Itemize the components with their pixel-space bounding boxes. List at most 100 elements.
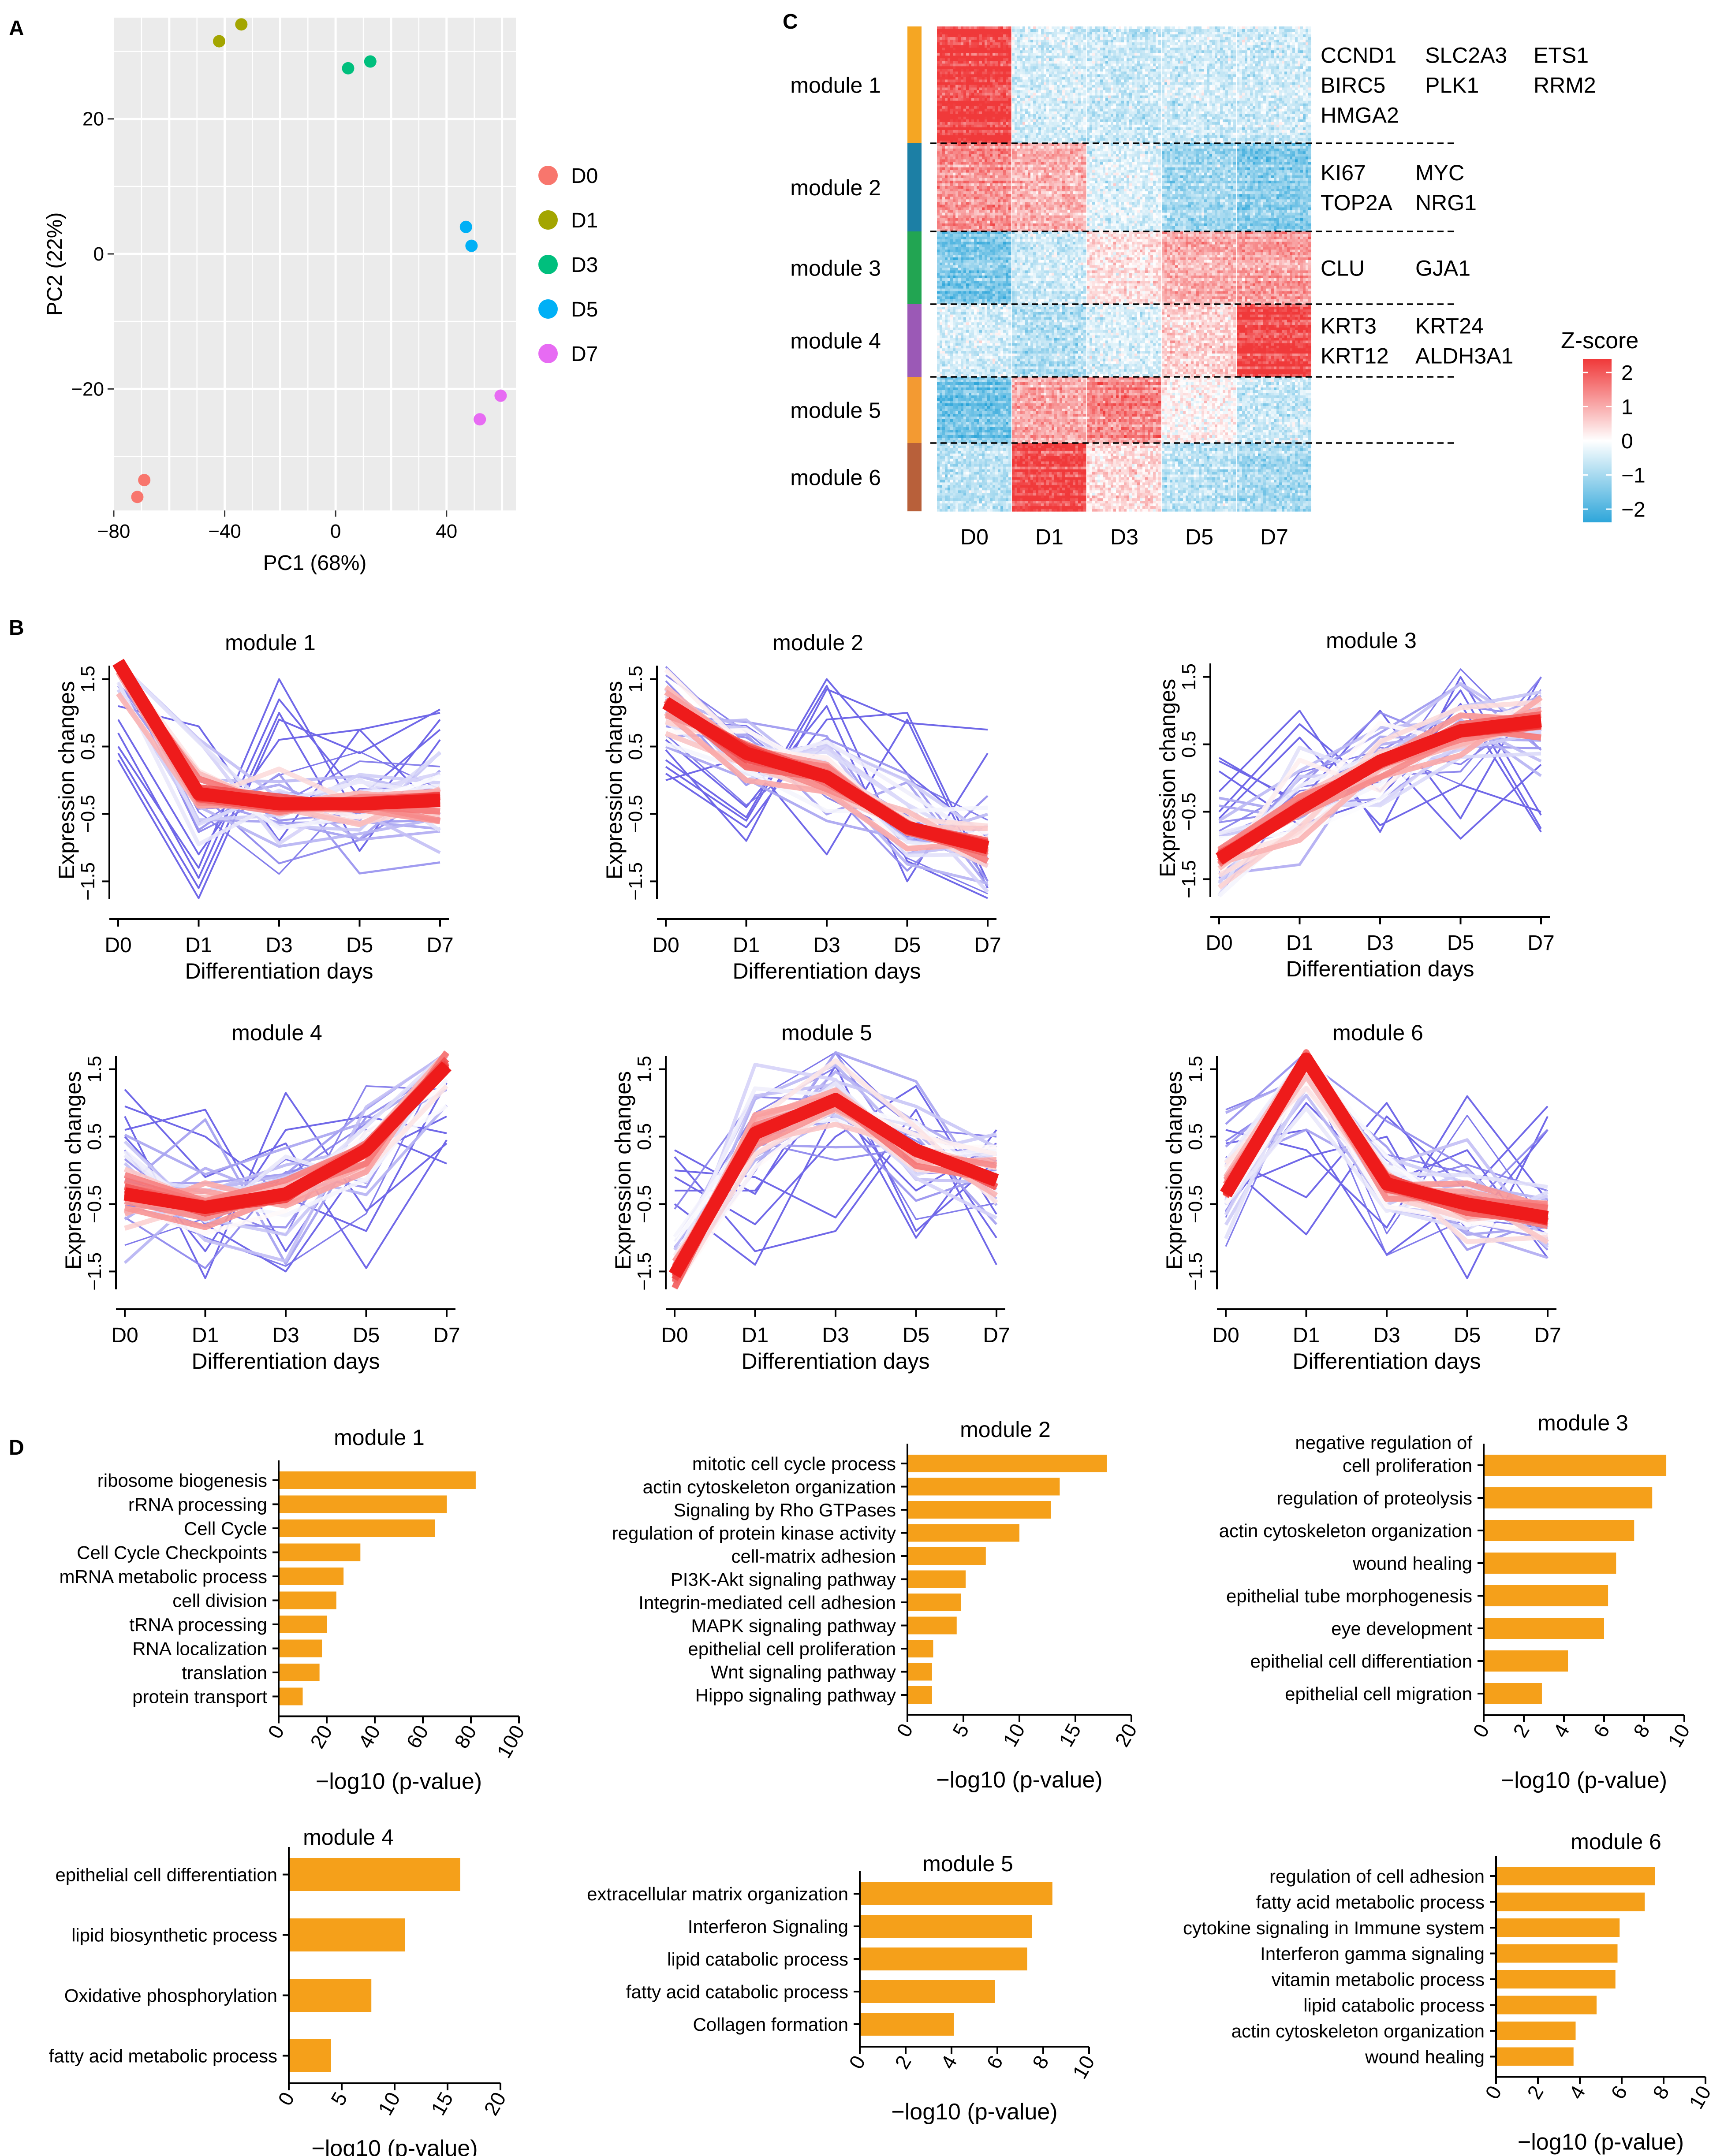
heatmap-cell	[1097, 112, 1101, 115]
heatmap-cell	[1081, 79, 1084, 82]
heatmap-cell	[1290, 101, 1293, 104]
heatmap-cell	[966, 82, 969, 85]
heatmap-cell	[1000, 82, 1004, 85]
heatmap-cell	[950, 114, 953, 117]
heatmap-cell	[995, 96, 998, 99]
heatmap-cell	[1000, 40, 1004, 43]
heatmap-cell	[1121, 114, 1124, 117]
heatmap-cell	[1274, 106, 1277, 109]
heatmap-cell	[1090, 37, 1093, 40]
heatmap-cell	[1183, 114, 1186, 117]
heatmap-cell	[940, 69, 943, 72]
heatmap-cell	[1276, 63, 1280, 67]
heatmap-cell	[1207, 63, 1210, 67]
heatmap-cell	[1121, 74, 1124, 77]
heatmap-cell	[1266, 48, 1269, 51]
heatmap-cell	[977, 114, 980, 117]
heatmap-cell	[1308, 63, 1311, 67]
heatmap-cell	[942, 88, 945, 91]
heatmap-cell	[1178, 114, 1181, 117]
heatmap-cell	[985, 53, 988, 56]
heatmap-cell	[1113, 26, 1116, 30]
heatmap-cell	[1162, 63, 1165, 67]
heatmap-cell	[1006, 29, 1009, 32]
heatmap-cell	[1078, 26, 1081, 30]
heatmap-cell	[1242, 40, 1245, 43]
heatmap-cell	[1017, 66, 1020, 69]
heatmap-cell	[1215, 85, 1218, 88]
heatmap-cell	[979, 74, 982, 77]
heatmap-cell	[940, 48, 943, 51]
heatmap-cell	[940, 37, 943, 40]
heatmap-cell	[940, 63, 943, 67]
heatmap-cell	[1095, 96, 1098, 99]
heatmap-cell	[1207, 48, 1210, 51]
heatmap-cell	[1284, 71, 1287, 74]
heatmap-cell	[974, 69, 977, 72]
heatmap-cell	[1303, 109, 1306, 112]
heatmap-cell	[985, 26, 988, 30]
heatmap-cell	[955, 88, 959, 91]
heatmap-cell	[1100, 85, 1103, 88]
heatmap-cell	[1178, 98, 1181, 101]
heatmap-cell	[1097, 71, 1101, 74]
heatmap-cell	[1308, 26, 1311, 30]
heatmap-cell	[1274, 82, 1277, 85]
heatmap-cell	[982, 106, 985, 109]
heatmap-cell	[1078, 104, 1081, 107]
heatmap-cell	[1255, 45, 1258, 48]
heatmap-cell	[958, 56, 961, 59]
heatmap-cell	[971, 40, 974, 43]
heatmap-cell	[1308, 88, 1311, 91]
heatmap-cell	[1292, 114, 1295, 117]
heatmap-cell	[966, 40, 969, 43]
heatmap-cell	[1095, 29, 1098, 32]
heatmap-cell	[979, 77, 982, 80]
heatmap-cell	[940, 26, 943, 30]
heatmap-cell	[1028, 61, 1031, 64]
heatmap-cell	[1258, 56, 1261, 59]
heatmap-cell	[1022, 79, 1026, 82]
heatmap-cell	[1036, 101, 1039, 104]
heatmap-cell	[955, 48, 959, 51]
heatmap-cell	[1003, 114, 1006, 117]
heatmap-cell	[1220, 98, 1223, 101]
heatmap-cell	[1247, 45, 1250, 48]
heatmap-cell	[985, 37, 988, 40]
heatmap-cell	[977, 50, 980, 53]
heatmap-cell	[1300, 77, 1303, 80]
heatmap-cell	[1092, 37, 1095, 40]
heatmap-cell	[1228, 88, 1231, 91]
heatmap-cell	[958, 106, 961, 109]
heatmap-cell	[1287, 74, 1290, 77]
heatmap-cell	[1127, 61, 1130, 64]
heatmap-cell	[1239, 63, 1243, 67]
heatmap-cell	[985, 117, 988, 120]
heatmap-cell	[1239, 66, 1243, 69]
heatmap-cell	[993, 37, 996, 40]
heatmap-cell	[1162, 77, 1165, 80]
heatmap-cell	[1036, 50, 1039, 53]
heatmap-cell	[1041, 114, 1044, 117]
heatmap-cell	[1078, 56, 1081, 59]
heatmap-cell	[1196, 71, 1199, 74]
heatmap-cell	[958, 29, 961, 32]
heatmap-cell	[1062, 53, 1065, 56]
heatmap-cell	[1075, 48, 1078, 51]
heatmap-cell	[1044, 85, 1047, 88]
heatmap-cell	[979, 119, 982, 123]
heatmap-cell	[987, 48, 990, 51]
heatmap-cell	[1290, 66, 1293, 69]
heatmap-cell	[1162, 106, 1165, 109]
heatmap-cell	[1142, 63, 1146, 67]
heatmap-cell	[990, 96, 993, 99]
heatmap-cell	[950, 37, 953, 40]
heatmap-cell	[1097, 50, 1101, 53]
heatmap-cell	[1006, 45, 1009, 48]
heatmap-cell	[1083, 63, 1086, 67]
heatmap-cell	[1044, 109, 1047, 112]
heatmap-cell	[940, 34, 943, 37]
heatmap-cell	[990, 45, 993, 48]
heatmap-cell	[1121, 106, 1124, 109]
heatmap-cell	[1116, 112, 1119, 115]
